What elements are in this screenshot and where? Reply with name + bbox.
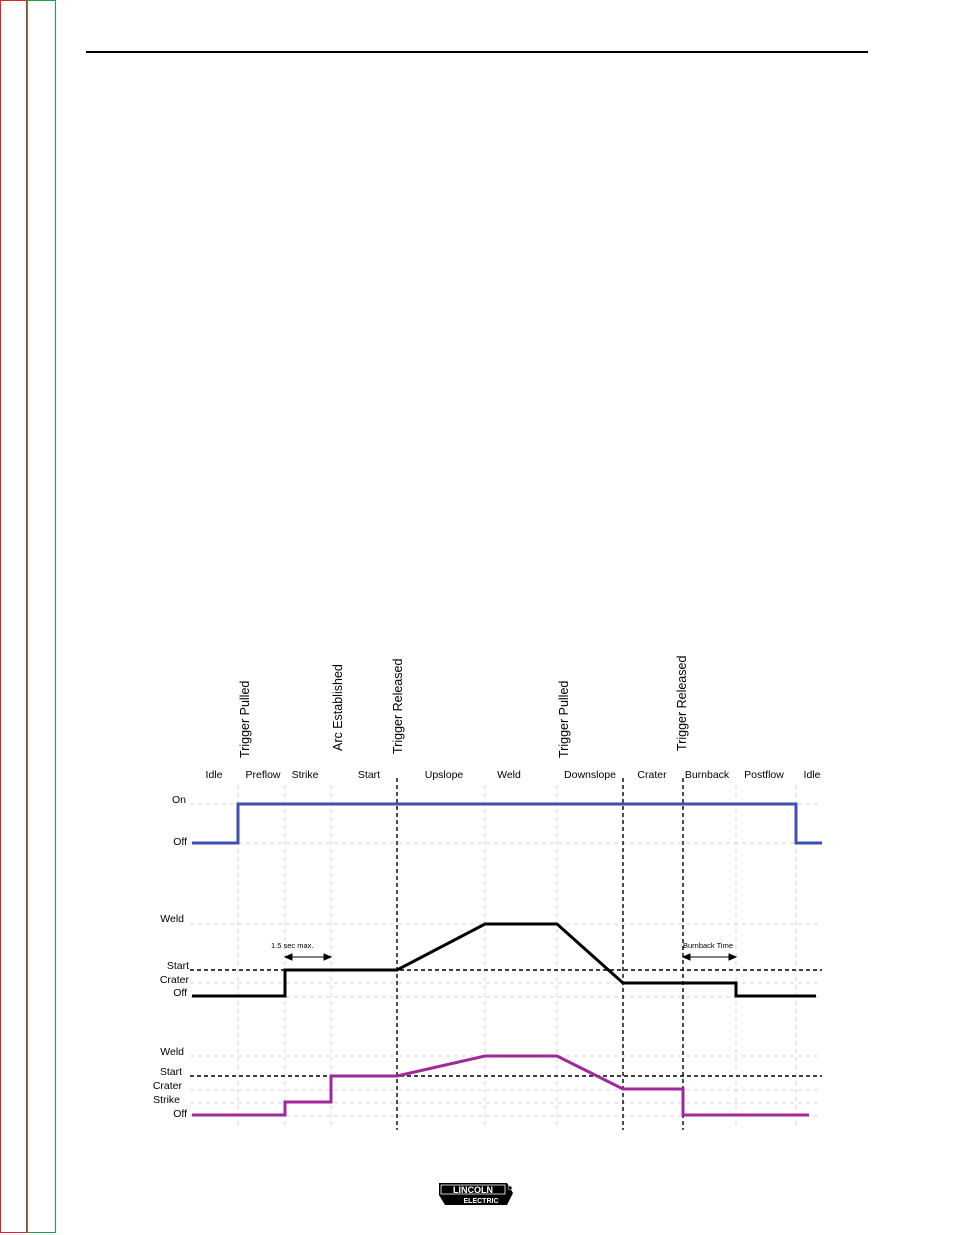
phase-label-strike: Strike <box>292 769 319 781</box>
phase-label-downslope: Downslope <box>564 769 616 781</box>
phase-label-start: Start <box>358 769 380 781</box>
phase-label-preflow: Preflow <box>245 769 280 781</box>
logo-text-lincoln: LINCOLN <box>453 1185 493 1195</box>
left-edge-green-bar <box>27 0 56 1233</box>
annotation-burnback-time: Burnback Time <box>683 941 733 950</box>
level-label-start: Start <box>167 960 189 972</box>
event-label-trigger-released-2: Trigger Released <box>675 656 689 751</box>
phase-label-crater: Crater <box>637 769 667 781</box>
level-label-weld: Weld <box>160 913 184 925</box>
logo-registered-mark <box>507 1185 513 1191</box>
level-label-on: On <box>172 794 186 806</box>
annotation-arrow-burnback-time <box>681 953 738 961</box>
level-label-off: Off <box>173 1108 187 1120</box>
phase-label-upslope: Upslope <box>425 769 464 781</box>
level-label-off: Off <box>173 987 187 999</box>
event-label-trigger-released-1: Trigger Released <box>391 659 405 754</box>
level-label-start: Start <box>160 1066 182 1078</box>
weld-current-trace <box>192 922 816 998</box>
header-rule <box>86 51 868 53</box>
phase-label-weld: Weld <box>497 769 521 781</box>
phase-label-postflow: Postflow <box>744 769 784 781</box>
event-label-arc-established: Arc Established <box>331 664 345 751</box>
phase-label-idle-end: Idle <box>804 769 821 781</box>
left-edge-red-bar <box>0 0 27 1233</box>
event-label-trigger-pulled-1: Trigger Pulled <box>238 681 252 758</box>
phase-label-idle: Idle <box>206 769 223 781</box>
gas-solenoid-trace <box>192 802 822 845</box>
event-label-trigger-pulled-2: Trigger Pulled <box>557 681 571 758</box>
logo-text-electric: ELECTRIC <box>464 1198 499 1205</box>
phase-label-burnback: Burnback <box>685 769 730 781</box>
level-label-strike: Strike <box>153 1094 180 1106</box>
annotation-1-5-sec-max: 1.5 sec max. <box>271 941 314 950</box>
level-label-weld: Weld <box>160 1046 184 1058</box>
level-label-off: Off <box>173 836 187 848</box>
lincoln-electric-logo: LINCOLN ELECTRIC <box>439 1183 513 1205</box>
level-label-crater: Crater <box>153 1080 183 1092</box>
level-label-crater: Crater <box>160 974 190 986</box>
annotation-arrow-1-5-sec <box>283 953 333 961</box>
wire-feed-speed-trace <box>192 1054 809 1117</box>
